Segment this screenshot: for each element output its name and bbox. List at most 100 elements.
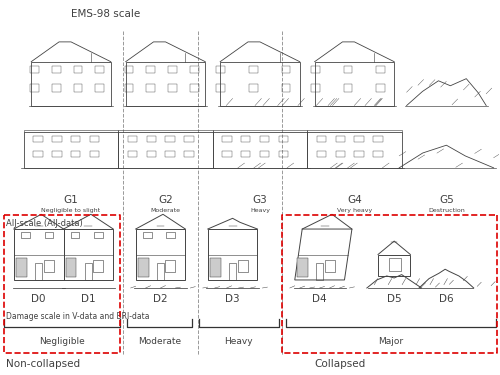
- Bar: [324, 260, 334, 272]
- Bar: [94, 232, 103, 238]
- Bar: [390, 258, 400, 271]
- Text: G5: G5: [439, 195, 454, 205]
- Bar: [222, 151, 232, 157]
- Bar: [16, 258, 26, 278]
- Bar: [74, 66, 82, 73]
- Bar: [316, 151, 326, 157]
- Bar: [22, 232, 30, 238]
- Text: Negligible to slight: Negligible to slight: [42, 208, 100, 213]
- Bar: [190, 66, 198, 73]
- Bar: [74, 84, 82, 92]
- Bar: [138, 258, 148, 278]
- Bar: [96, 84, 104, 92]
- Bar: [146, 84, 155, 92]
- Bar: [354, 151, 364, 157]
- Bar: [166, 151, 175, 157]
- Bar: [166, 260, 175, 272]
- Bar: [146, 151, 156, 157]
- Bar: [376, 66, 385, 73]
- Bar: [282, 84, 290, 92]
- Bar: [216, 84, 225, 92]
- Bar: [344, 84, 352, 92]
- Bar: [71, 232, 80, 238]
- Bar: [71, 136, 81, 142]
- Bar: [184, 151, 194, 157]
- Bar: [168, 66, 177, 73]
- Text: EMS-98 scale: EMS-98 scale: [71, 9, 140, 19]
- Bar: [210, 258, 220, 278]
- Bar: [128, 136, 137, 142]
- Bar: [44, 232, 53, 238]
- Bar: [33, 136, 42, 142]
- Text: Major: Major: [378, 337, 404, 346]
- Bar: [260, 151, 270, 157]
- Bar: [238, 260, 248, 272]
- Bar: [90, 136, 100, 142]
- Text: D2: D2: [153, 294, 168, 304]
- Text: Very heavy: Very heavy: [337, 208, 372, 213]
- Bar: [249, 84, 258, 92]
- Bar: [344, 66, 352, 73]
- Text: Negligible: Negligible: [39, 337, 84, 346]
- Bar: [166, 232, 175, 238]
- Text: AIJ-scale (AIJ-data): AIJ-scale (AIJ-data): [6, 219, 83, 228]
- Bar: [128, 151, 137, 157]
- Bar: [336, 151, 345, 157]
- Bar: [52, 84, 60, 92]
- Text: Heavy: Heavy: [250, 208, 270, 213]
- Text: G2: G2: [158, 195, 173, 205]
- Bar: [94, 260, 104, 272]
- Bar: [66, 258, 76, 278]
- Text: G1: G1: [64, 195, 78, 205]
- Bar: [33, 151, 42, 157]
- Bar: [157, 263, 164, 280]
- Text: D3: D3: [226, 294, 240, 304]
- Text: Moderate: Moderate: [150, 208, 180, 213]
- Bar: [374, 136, 383, 142]
- Text: Moderate: Moderate: [138, 337, 181, 346]
- Bar: [124, 66, 134, 73]
- Bar: [143, 232, 152, 238]
- Bar: [30, 66, 39, 73]
- Bar: [249, 66, 258, 73]
- Bar: [260, 136, 270, 142]
- Text: G3: G3: [252, 195, 268, 205]
- Text: D0: D0: [32, 294, 46, 304]
- Bar: [376, 84, 385, 92]
- Bar: [146, 66, 155, 73]
- Bar: [279, 151, 288, 157]
- Bar: [311, 84, 320, 92]
- Bar: [316, 263, 324, 280]
- Text: Non-collapsed: Non-collapsed: [6, 359, 80, 369]
- Bar: [216, 66, 225, 73]
- Bar: [44, 260, 54, 272]
- Text: Collapsed: Collapsed: [314, 359, 366, 369]
- Text: Destruction: Destruction: [428, 208, 465, 213]
- Bar: [354, 136, 364, 142]
- Bar: [336, 136, 345, 142]
- Text: Damage scale in V-data and BRI-data: Damage scale in V-data and BRI-data: [6, 312, 150, 321]
- Bar: [52, 151, 62, 157]
- Bar: [30, 84, 39, 92]
- Text: Heavy: Heavy: [224, 337, 253, 346]
- Bar: [35, 263, 42, 280]
- Bar: [311, 66, 320, 73]
- Bar: [52, 66, 60, 73]
- Bar: [296, 258, 308, 278]
- Bar: [96, 66, 104, 73]
- Text: D6: D6: [439, 294, 454, 304]
- Bar: [190, 84, 198, 92]
- Bar: [84, 263, 92, 280]
- Bar: [229, 263, 236, 280]
- Text: G4: G4: [347, 195, 362, 205]
- Bar: [52, 136, 62, 142]
- Text: D4: D4: [312, 294, 327, 304]
- Bar: [71, 151, 81, 157]
- Bar: [316, 136, 326, 142]
- Bar: [279, 136, 288, 142]
- Bar: [374, 151, 383, 157]
- Text: D5: D5: [387, 294, 402, 304]
- Bar: [184, 136, 194, 142]
- Bar: [241, 136, 250, 142]
- Bar: [166, 136, 175, 142]
